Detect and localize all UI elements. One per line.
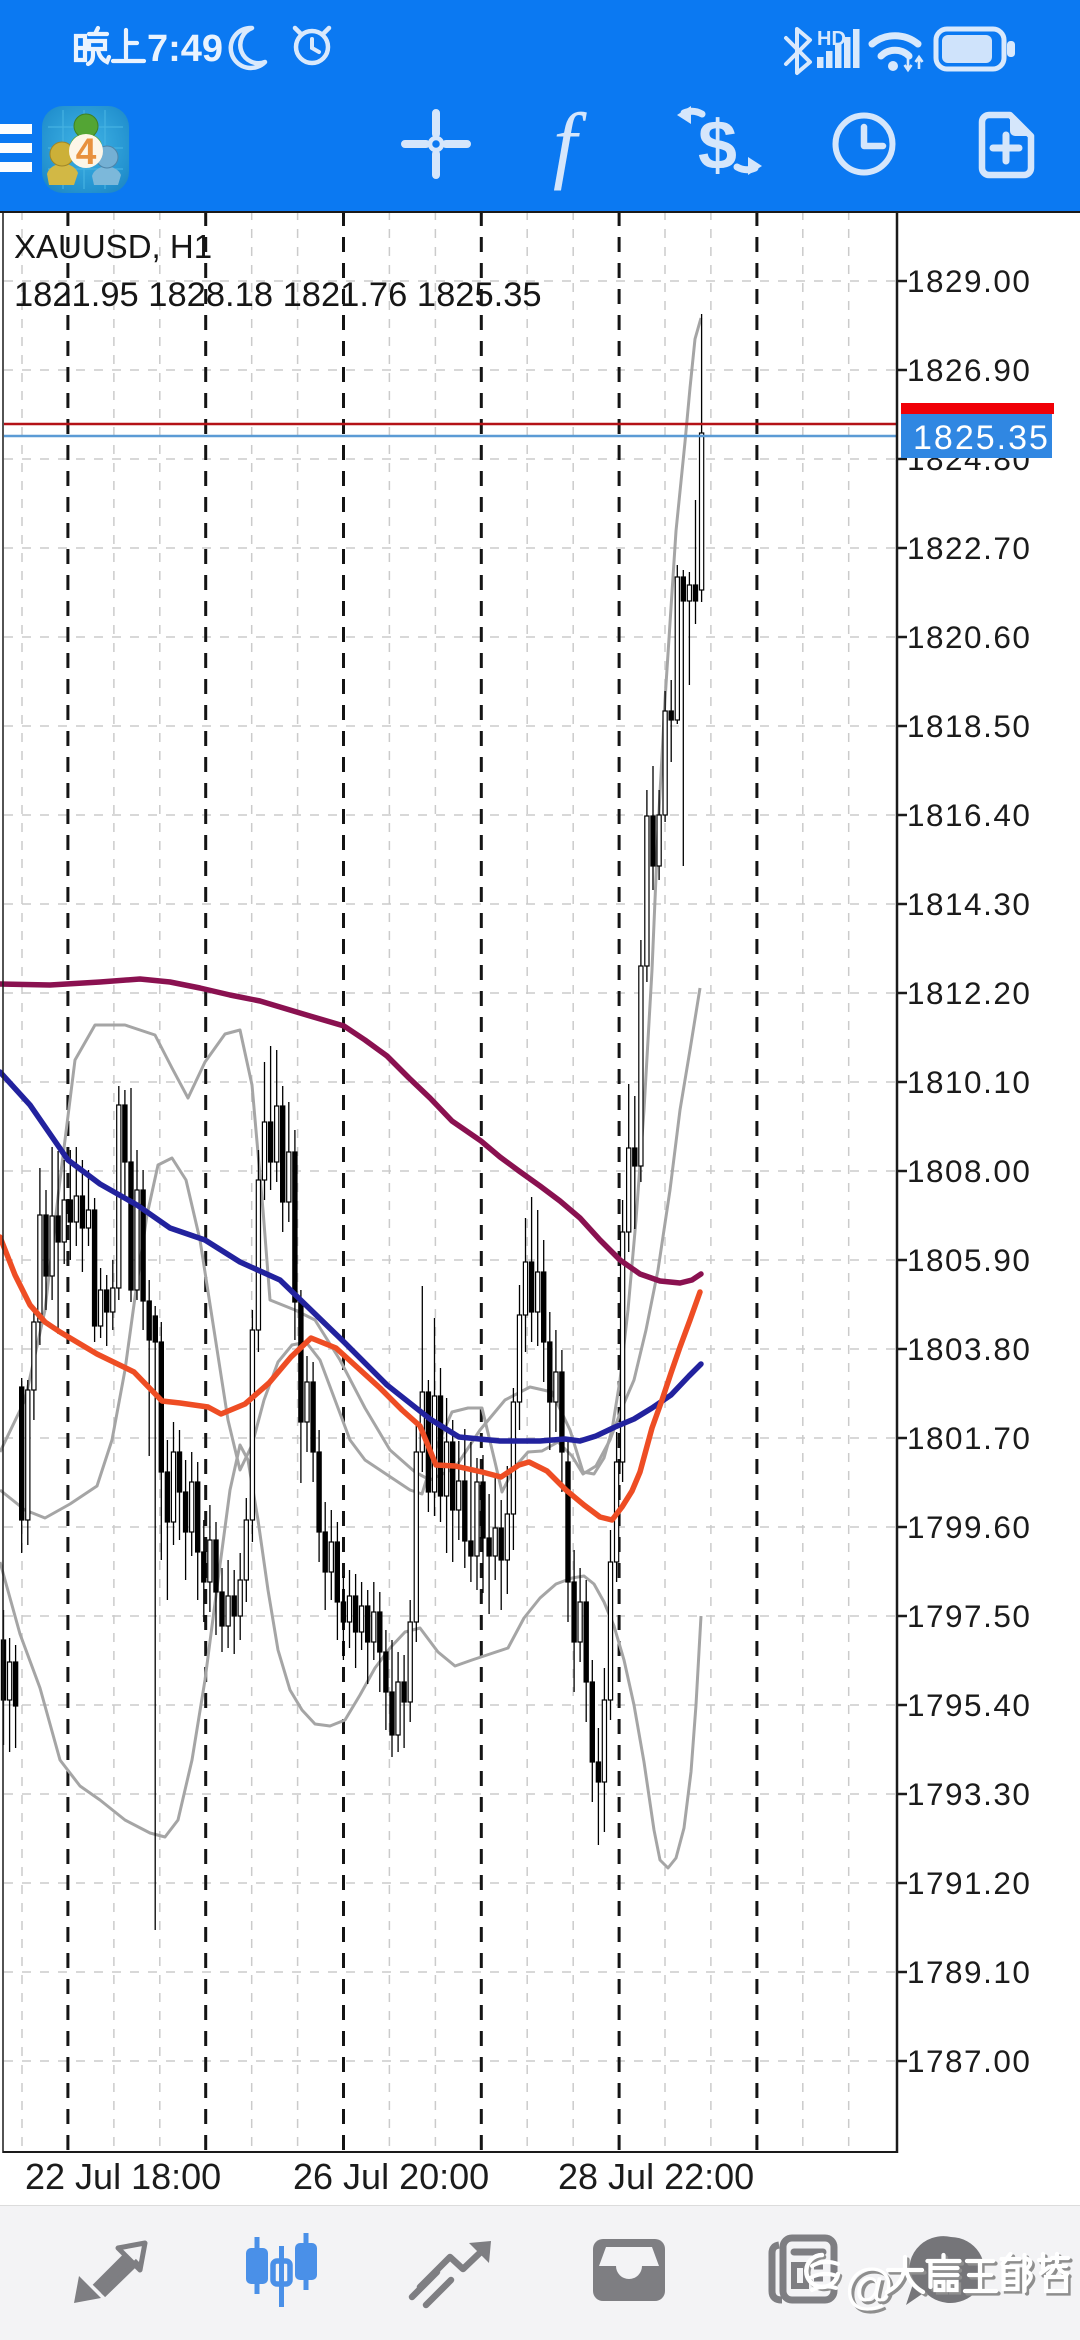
svg-text:1799.60: 1799.60 xyxy=(907,1509,1031,1545)
svg-text:1822.70: 1822.70 xyxy=(907,530,1031,566)
svg-text:1805.90: 1805.90 xyxy=(907,1242,1031,1278)
svg-text:1810.10: 1810.10 xyxy=(907,1064,1031,1100)
svg-text:1803.80: 1803.80 xyxy=(907,1331,1031,1367)
svg-text:1826.90: 1826.90 xyxy=(907,352,1031,388)
svg-text:XAUUSD, H1: XAUUSD, H1 xyxy=(14,228,212,265)
svg-text:1791.20: 1791.20 xyxy=(907,1865,1031,1901)
svg-text:1801.70: 1801.70 xyxy=(907,1420,1031,1456)
svg-text:28 Jul 22:00: 28 Jul 22:00 xyxy=(558,2156,754,2197)
svg-text:1789.10: 1789.10 xyxy=(907,1954,1031,1990)
svg-text:1814.30: 1814.30 xyxy=(907,886,1031,922)
svg-text:1793.30: 1793.30 xyxy=(907,1776,1031,1812)
svg-text:1808.00: 1808.00 xyxy=(907,1153,1031,1189)
svg-text:1795.40: 1795.40 xyxy=(907,1687,1031,1723)
svg-text:22 Jul 18:00: 22 Jul 18:00 xyxy=(25,2156,221,2197)
svg-text:$: $ xyxy=(698,106,737,184)
svg-text:1812.20: 1812.20 xyxy=(907,975,1031,1011)
svg-text:1818.50: 1818.50 xyxy=(907,708,1031,744)
svg-text:1829.00: 1829.00 xyxy=(907,263,1031,299)
svg-text:1787.00: 1787.00 xyxy=(907,2043,1031,2079)
svg-text:1825.35: 1825.35 xyxy=(913,419,1050,457)
svg-text:f: f xyxy=(553,95,587,191)
svg-text:26 Jul 20:00: 26 Jul 20:00 xyxy=(293,2156,489,2197)
svg-text:1797.50: 1797.50 xyxy=(907,1598,1031,1634)
svg-text:1816.40: 1816.40 xyxy=(907,797,1031,833)
svg-text:1821.95 1828.18 1821.76 1825.3: 1821.95 1828.18 1821.76 1825.35 xyxy=(14,276,542,314)
svg-text:7:49: 7:49 xyxy=(147,28,223,70)
svg-text:HD: HD xyxy=(817,28,846,50)
svg-text:@: @ xyxy=(844,2259,895,2315)
svg-text:4: 4 xyxy=(76,131,97,172)
svg-text:1820.60: 1820.60 xyxy=(907,619,1031,655)
